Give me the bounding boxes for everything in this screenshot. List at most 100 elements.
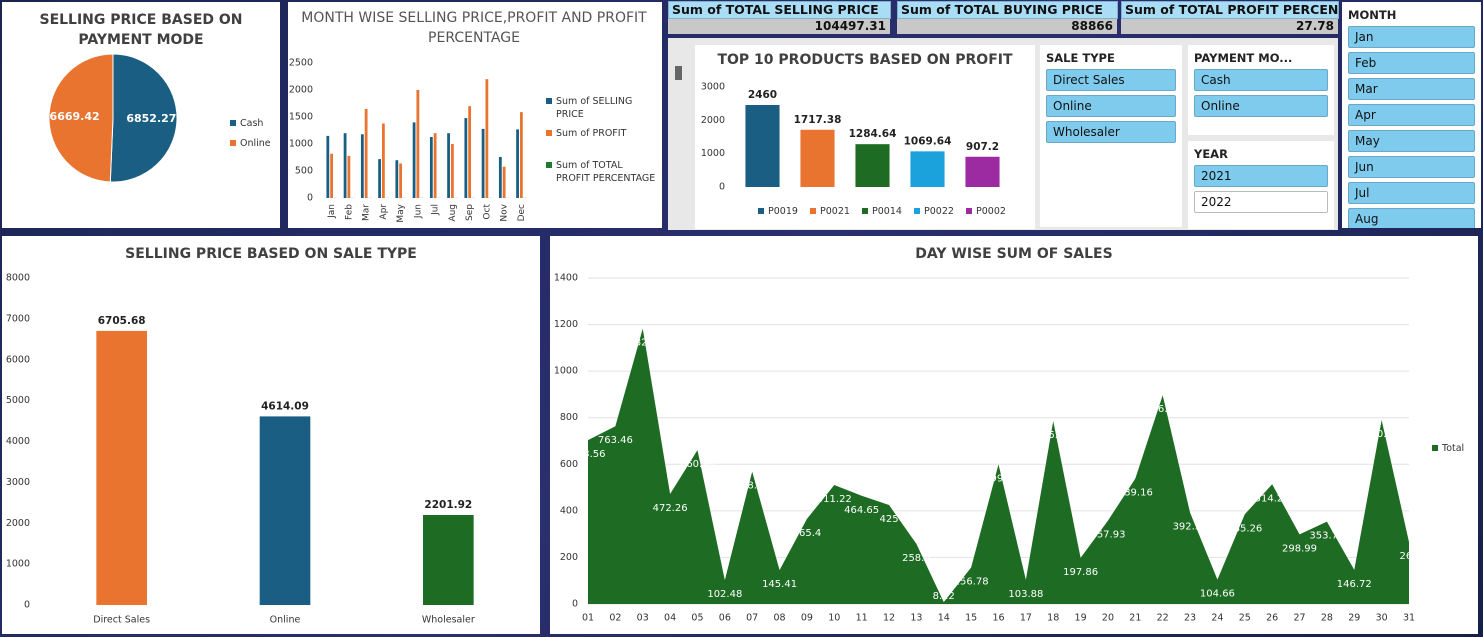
data-label: 2460 [748,89,777,101]
bar [416,90,420,198]
legend-label: P0014 [872,206,902,217]
x-tick-label: Apr [379,204,389,220]
bar [800,129,835,187]
panel [288,2,662,228]
x-tick-label: 04 [664,613,676,624]
slicer-item[interactable]: Jan [1348,26,1475,48]
legend-swatch [1432,445,1438,451]
y-tick-label: 2000 [6,518,30,529]
data-label: 425 [879,514,898,525]
slicer-item[interactable]: Direct Sales [1046,69,1176,91]
legend-swatch [546,130,552,136]
bar [447,133,450,198]
x-tick-label: Dec [517,204,527,221]
data-label: 146.72 [1337,579,1372,590]
pie-slice [109,53,178,183]
slicer-item[interactable]: Apr [1348,104,1475,126]
legend-swatch [758,208,764,214]
slicer-item[interactable]: 2022 [1194,191,1328,213]
x-tick-label: 13 [910,613,922,624]
x-tick-label: 23 [1184,613,1196,624]
bar [464,118,468,198]
bar [326,135,330,198]
bar [378,159,381,198]
bar [259,416,311,605]
y-tick-label: 0 [719,182,725,193]
bar [347,155,351,198]
legend-entry: P0014 [862,205,902,218]
legend-entry: Sum of SELLING PRICE [546,95,656,121]
slicer-item[interactable]: 2021 [1194,165,1328,187]
bar [360,134,364,198]
slicer-item[interactable]: Aug [1348,208,1475,228]
slicer-item[interactable]: May [1348,130,1475,152]
y-tick-label: 1200 [554,319,578,330]
slicer-title: SALE TYPE [1046,51,1115,65]
bar [412,122,416,198]
x-tick-label: Oct [482,204,492,220]
x-tick-label: 30 [1376,613,1388,624]
x-tick-label: 12 [883,613,895,624]
slicer-item[interactable]: Feb [1348,52,1475,74]
bar [423,514,474,605]
x-tick-label: 17 [1020,613,1032,624]
legend-swatch [810,208,816,214]
bar [855,144,890,187]
chart-title: TOP 10 PRODUCTS BASED ON PROFIT [717,52,1013,68]
data-label: 102.48 [707,589,742,600]
slicer-item[interactable]: Online [1194,95,1328,117]
x-tick-label: 20 [1102,613,1114,624]
data-label: 599.5 [984,473,1013,484]
x-tick-label: 14 [938,613,950,624]
slicer-item[interactable]: Cash [1194,69,1328,91]
data-label: 790.12 [1364,429,1399,440]
data-label: 103.88 [1008,589,1043,600]
data-label: 511.22 [817,494,852,505]
slicer-item[interactable]: Mar [1348,78,1475,100]
chart-title: SELLING PRICE BASED ON PAYMENT MODE [39,12,243,48]
data-label: 365.4 [793,528,822,539]
y-tick-label: 3000 [6,477,30,488]
data-label: 197.86 [1063,567,1098,578]
data-label: 539.16 [1118,487,1153,498]
slicer-item[interactable]: Online [1046,95,1176,117]
bar [502,166,506,198]
data-label: 6705.68 [98,315,146,327]
slicer-item[interactable]: Jul [1348,182,1475,204]
bar [330,153,334,198]
slicer-item[interactable]: Wholesaler [1046,121,1176,143]
data-label: 472.26 [653,503,688,514]
x-tick-label: 31 [1403,613,1415,624]
legend-entry: P0002 [966,205,1006,218]
data-label: 907.2 [966,141,999,153]
bar [745,105,780,187]
y-tick-label: 400 [560,505,578,516]
legend-label: Total [1442,443,1465,454]
bar [450,144,454,198]
x-tick-label: 26 [1266,613,1278,624]
data-label: 156.78 [954,576,989,587]
x-tick-label: 29 [1348,613,1360,624]
y-tick-label: 1500 [289,112,313,123]
y-tick-label: 2000 [289,85,313,96]
y-tick-label: 1400 [554,273,578,284]
x-tick-label: Nov [500,203,510,221]
data-label: 514.24 [1255,493,1290,504]
slicer: MONTH Jan Feb Mar Apr May Jun Jul Aug [1342,2,1481,228]
data-label: 1069.64 [904,135,952,147]
x-tick-label: 27 [1293,613,1305,624]
legend-swatch [546,162,552,168]
data-label: 4614.09 [261,400,309,412]
chart-title: SELLING PRICE BASED ON SALE TYPE [125,246,417,262]
y-tick-label: 0 [24,600,30,611]
legend-entry: P0022 [914,205,954,218]
bar [519,112,523,198]
slicer-title: YEAR [1194,147,1228,161]
legend-entry: Sum of TOTAL PROFIT PERCENTAGE [546,159,656,185]
x-tick-label: Wholesaler [422,615,475,626]
x-tick-label: 21 [1129,613,1141,624]
data-label: 258.4 [902,553,931,564]
slicer-item[interactable]: Jun [1348,156,1475,178]
y-tick-label: 7000 [6,313,30,324]
bar [399,163,403,198]
